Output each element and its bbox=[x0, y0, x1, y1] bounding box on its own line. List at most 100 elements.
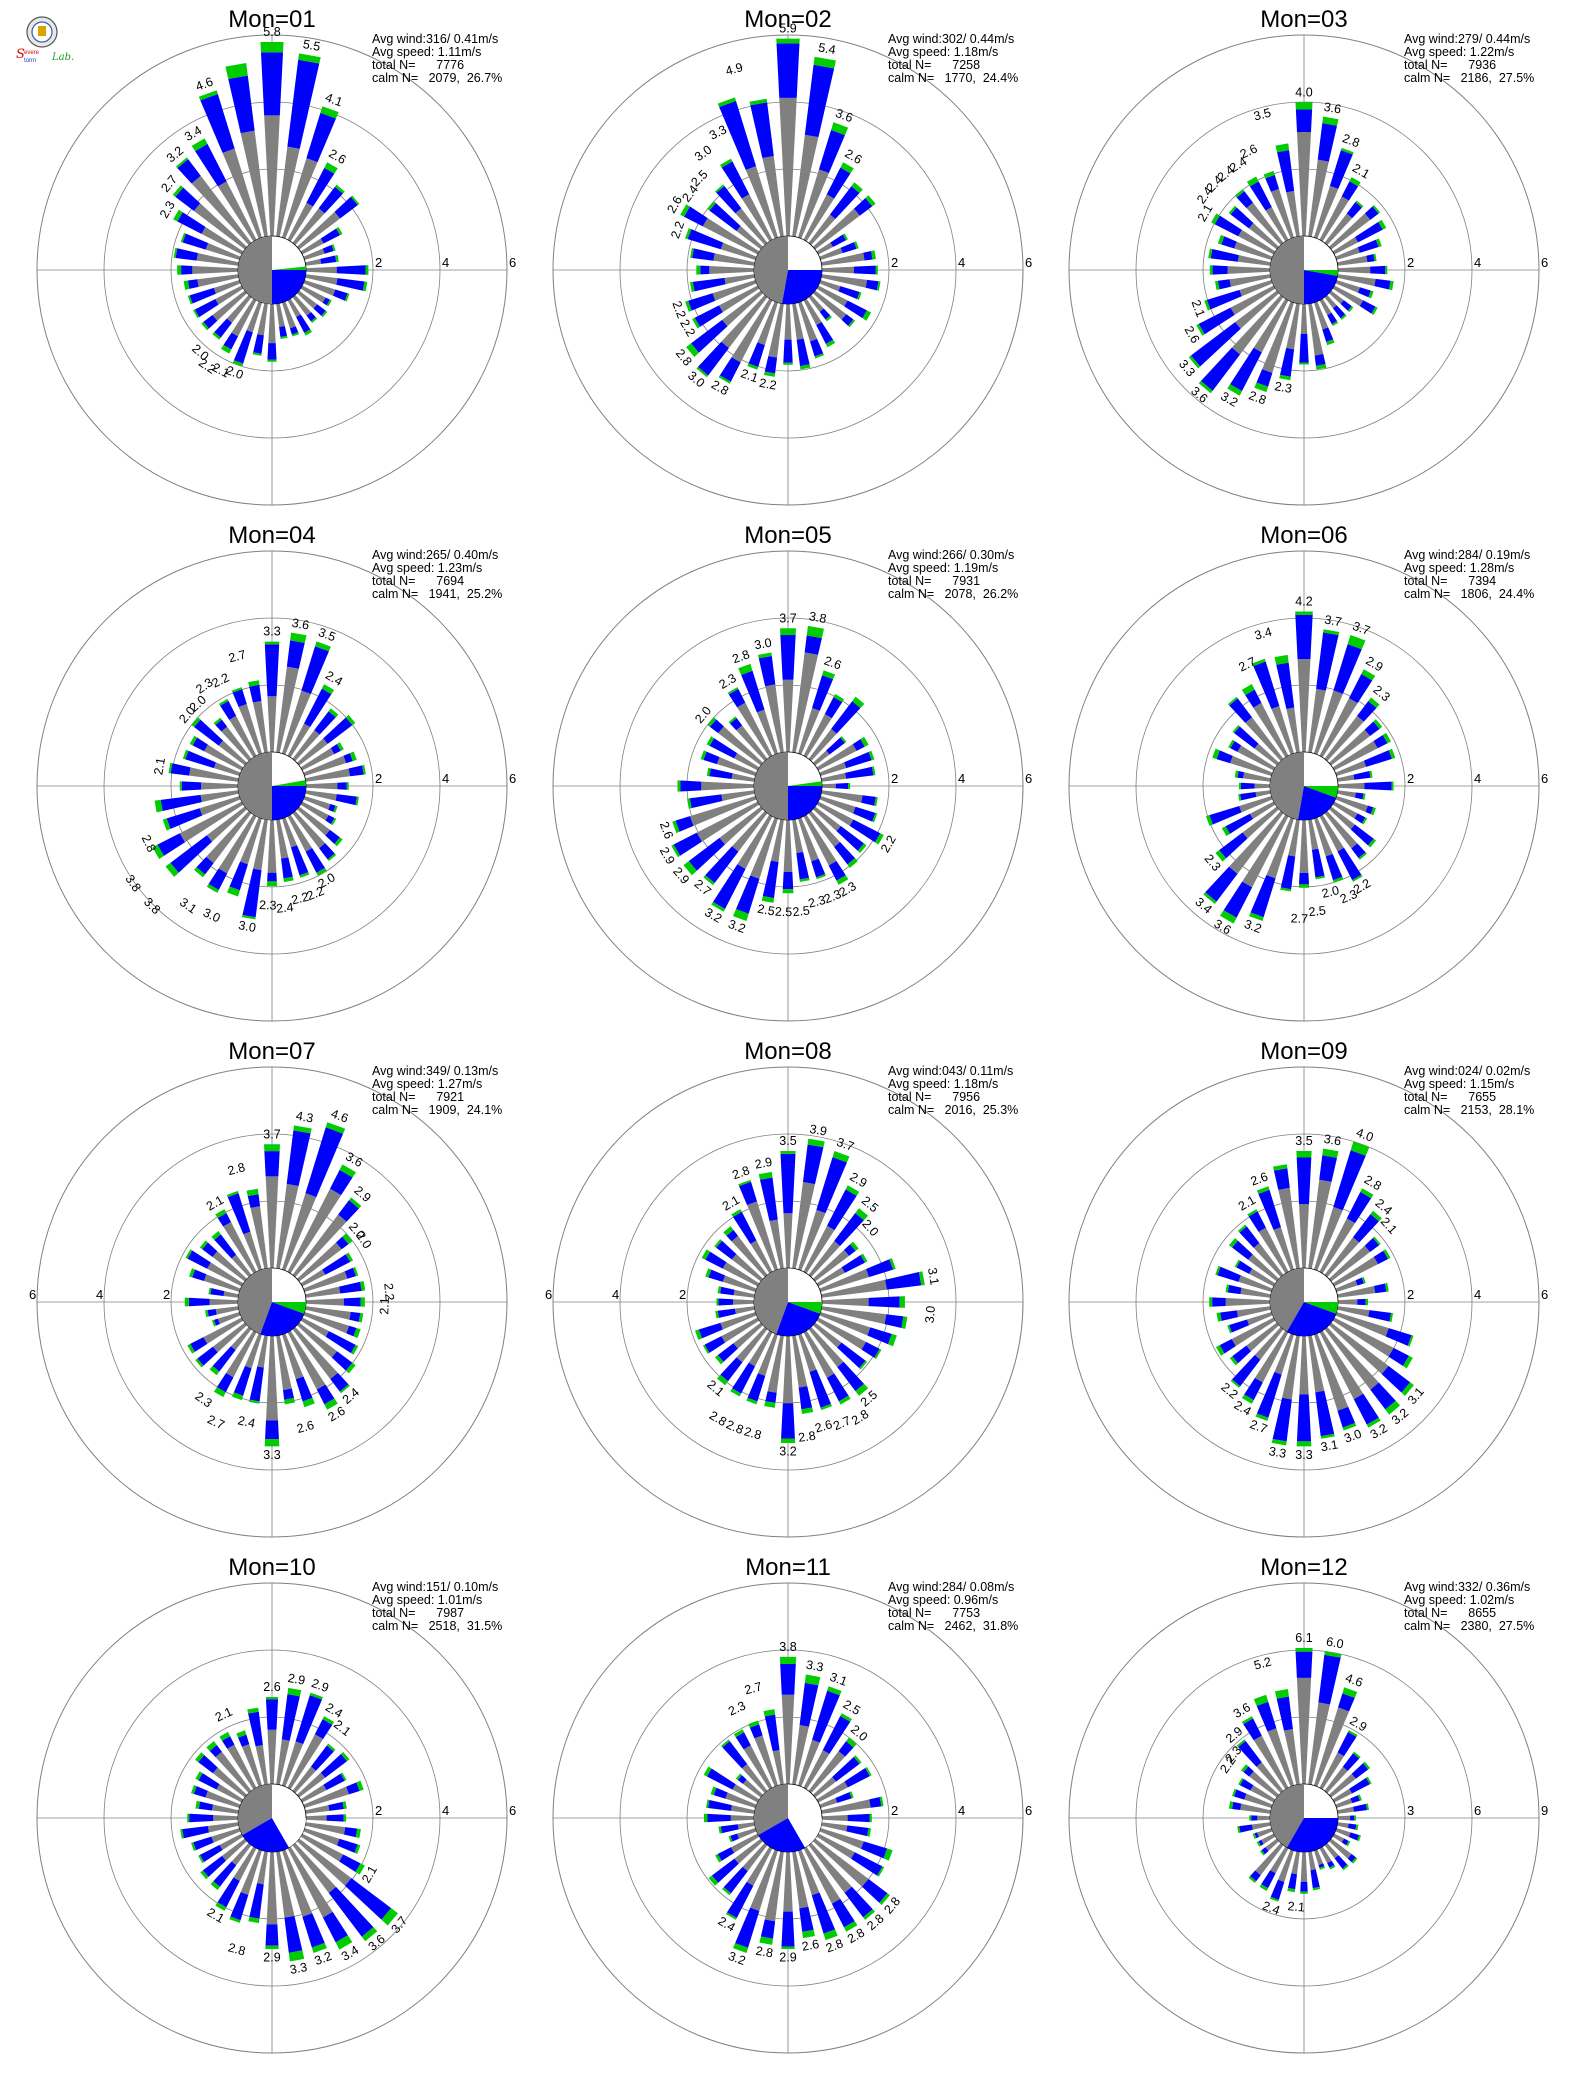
bar-segment-high bbox=[229, 1916, 241, 1923]
bar-segment-low bbox=[206, 806, 248, 842]
bar-segment-high bbox=[1366, 1417, 1381, 1428]
bar-segment-mid bbox=[884, 1314, 904, 1328]
bar-segment-low bbox=[305, 266, 337, 274]
bar-segment-mid bbox=[748, 342, 765, 367]
bar-segment-low bbox=[722, 1275, 757, 1293]
bar-segment-low bbox=[1251, 1822, 1271, 1830]
bar-segment-low bbox=[812, 208, 860, 250]
bar-value-label: 3.2 bbox=[1242, 917, 1263, 936]
bar-segment-high bbox=[854, 241, 859, 249]
bar-segment-mid bbox=[865, 279, 879, 291]
bar-segment-high bbox=[825, 339, 836, 348]
bar-segment-high bbox=[1225, 1284, 1230, 1293]
bar-segment-high bbox=[154, 799, 163, 813]
bar-segment-low bbox=[716, 757, 757, 777]
bar-segment-high bbox=[336, 226, 343, 236]
bar-segment-high bbox=[1216, 1312, 1222, 1322]
bar-segment-low bbox=[736, 225, 764, 250]
bar-segment-low bbox=[734, 1306, 755, 1314]
bar-segment-low bbox=[816, 285, 848, 307]
bar-segment-high bbox=[685, 228, 692, 240]
bar-segment-low bbox=[296, 1838, 352, 1886]
bar-segment-mid bbox=[1299, 333, 1309, 363]
bar-segment-mid bbox=[1351, 843, 1366, 859]
calm-wedge bbox=[753, 1268, 788, 1334]
bar-segment-low bbox=[1231, 1317, 1276, 1347]
bar-segment-low bbox=[287, 723, 311, 758]
bar-value-label: 3.3 bbox=[1295, 1448, 1312, 1462]
bar-segment-mid bbox=[242, 868, 262, 918]
bar-segment-high bbox=[730, 1388, 742, 1397]
bar-segment-mid bbox=[326, 1814, 344, 1822]
wind-rose-panel: 2 4 65.95.43.62.62.22.12.83.02.82.22.22.22… bbox=[552, 6, 1032, 506]
bar-segment-mid bbox=[1296, 1157, 1312, 1205]
bar-segment-low bbox=[803, 194, 835, 242]
radial-tick-label: 4 bbox=[442, 255, 449, 270]
bar-segment-high bbox=[1209, 265, 1213, 275]
bar-segment-low bbox=[819, 1311, 871, 1336]
radial-tick-label: 2 bbox=[1407, 1287, 1414, 1302]
bar-segment-low bbox=[305, 1822, 346, 1835]
bar-segment-low bbox=[296, 1242, 342, 1282]
bar-segment-high bbox=[1384, 1282, 1389, 1292]
bar-segment-low bbox=[203, 1274, 241, 1293]
bar-segment-high bbox=[1391, 781, 1394, 791]
bar-segment-mid bbox=[1366, 254, 1375, 263]
bar-segment-mid bbox=[703, 751, 720, 765]
bar-segment-high bbox=[191, 138, 208, 152]
bar-segment-low bbox=[792, 1335, 808, 1388]
bar-segment-mid bbox=[187, 1250, 211, 1269]
bar-segment-high bbox=[182, 749, 189, 760]
bar-segment-mid bbox=[1258, 1839, 1264, 1846]
bar-segment-mid bbox=[841, 314, 854, 326]
bar-value-label: 2.4 bbox=[237, 1413, 257, 1430]
bar-segment-low bbox=[276, 819, 289, 859]
bar-segment-high bbox=[1269, 1896, 1279, 1902]
bar-segment-mid bbox=[214, 1234, 237, 1259]
bar-segment-high bbox=[696, 265, 701, 275]
avg-speed-text: Avg speed: 1.18m/s bbox=[888, 1077, 998, 1091]
bar-segment-mid bbox=[170, 835, 213, 873]
bar-segment-mid bbox=[764, 1714, 780, 1752]
bar-segment-high bbox=[799, 877, 810, 882]
bar-segment-low bbox=[252, 700, 268, 753]
bar-segment-low bbox=[266, 1335, 278, 1421]
bar-segment-low bbox=[803, 1330, 835, 1378]
bar-segment-mid bbox=[1357, 287, 1371, 298]
bar-segment-mid bbox=[207, 1309, 217, 1317]
bar-segment-low bbox=[792, 652, 819, 753]
bar-segment-high bbox=[692, 317, 700, 329]
bar-value-label: 2.1 bbox=[739, 366, 760, 385]
bar-segment-mid bbox=[232, 689, 247, 707]
bar-segment-low bbox=[292, 1766, 316, 1794]
bar-value-label: 2.6 bbox=[295, 1418, 315, 1436]
bar-segment-low bbox=[1308, 819, 1319, 850]
bar-segment-low bbox=[1324, 294, 1337, 309]
bar-segment-high bbox=[1234, 1259, 1241, 1268]
bar-segment-high bbox=[867, 1828, 872, 1837]
bar-segment-low bbox=[1337, 790, 1356, 798]
bar-segment-high bbox=[860, 1253, 868, 1263]
bar-segment-high bbox=[1221, 826, 1230, 837]
bar-value-label: 2.6 bbox=[813, 1417, 834, 1435]
panel-title: Mon=10 bbox=[228, 1554, 315, 1581]
bar-segment-mid bbox=[824, 697, 843, 719]
bar-segment-high bbox=[334, 837, 343, 847]
bar-segment-mid bbox=[781, 1911, 795, 1947]
bar-segment-mid bbox=[1338, 1693, 1355, 1712]
bar-segment-mid bbox=[692, 248, 715, 261]
bar-segment-high bbox=[701, 1249, 711, 1260]
bar-segment-high bbox=[220, 344, 232, 354]
bar-segment-mid bbox=[759, 1177, 778, 1222]
bar-segment-high bbox=[716, 1298, 719, 1306]
bar-segment-high bbox=[704, 1813, 708, 1823]
bar-segment-high bbox=[1315, 875, 1325, 880]
radial-tick-label: 6 bbox=[1474, 1803, 1481, 1818]
wind-rose-panel: 2 4 64.23.7 3.72.92.32.22.32.02.52.73.23.63… bbox=[1068, 522, 1548, 1022]
avg-speed-text: Avg speed: 0.96m/s bbox=[888, 1593, 998, 1607]
wind-rose-panel: 2 4 65.85.54.12.62.02.12.22.02.32.73.23.44… bbox=[36, 6, 516, 506]
bar-segment-mid bbox=[804, 64, 835, 138]
bar-segment-mid bbox=[330, 743, 341, 755]
bar-segment-mid bbox=[1248, 1211, 1266, 1232]
bar-segment-low bbox=[743, 1745, 773, 1790]
